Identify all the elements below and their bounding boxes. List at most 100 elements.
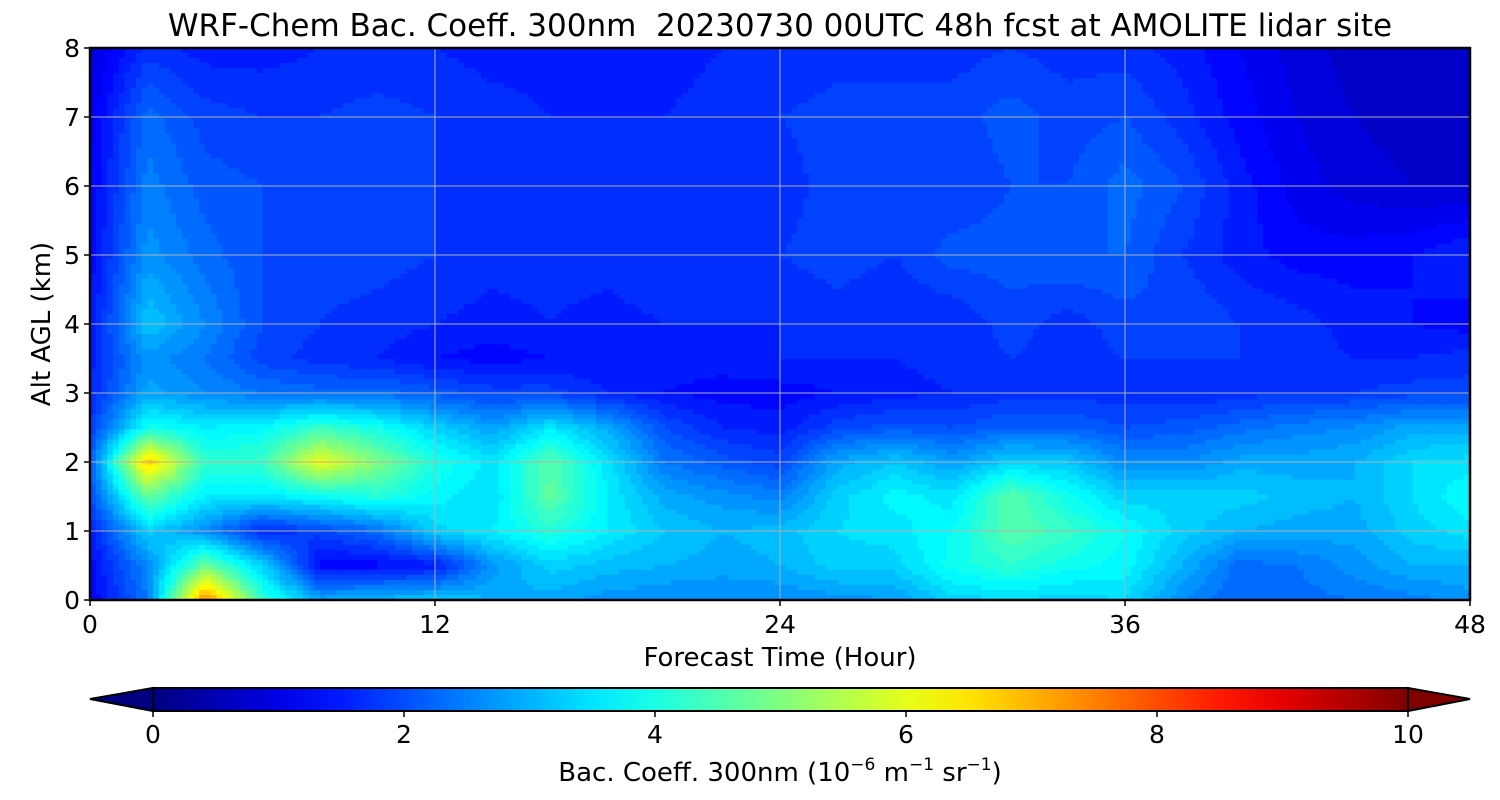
contour-cell <box>659 113 665 119</box>
contour-cell <box>579 138 585 144</box>
contour-cell <box>96 78 102 84</box>
contour-cell <box>562 88 568 94</box>
contour-cell <box>320 103 326 109</box>
contour-cell <box>596 123 602 129</box>
contour-cell <box>412 58 418 64</box>
contour-cell <box>602 128 608 134</box>
contour-cell <box>297 133 303 139</box>
contour-cell <box>832 68 838 74</box>
contour-cell <box>648 143 654 149</box>
contour-cell <box>918 103 924 109</box>
contour-cell <box>360 118 366 124</box>
contour-cell <box>1418 118 1424 124</box>
contour-cell <box>1401 123 1407 129</box>
contour-cell <box>884 93 890 99</box>
contour-cell <box>723 103 729 109</box>
contour-cell <box>113 103 119 109</box>
contour-cell <box>1338 73 1344 79</box>
contour-cell <box>625 138 631 144</box>
contour-cell <box>395 108 401 114</box>
contour-cell <box>826 63 832 69</box>
contour-cell <box>746 68 752 74</box>
contour-cell <box>401 93 407 99</box>
contour-cell <box>786 73 792 79</box>
contour-cell <box>1148 103 1154 109</box>
contour-cell <box>1246 98 1252 104</box>
contour-cell <box>786 108 792 114</box>
contour-cell <box>176 108 182 114</box>
contour-cell <box>1315 78 1321 84</box>
contour-cell <box>849 133 855 139</box>
contour-cell <box>1177 118 1183 124</box>
contour-cell <box>148 98 154 104</box>
contour-cell <box>291 128 297 134</box>
contour-cell <box>1367 133 1373 139</box>
contour-cell <box>970 88 976 94</box>
contour-cell <box>1154 68 1160 74</box>
contour-cell <box>113 133 119 139</box>
contour-cell <box>510 123 516 129</box>
contour-cell <box>1027 108 1033 114</box>
contour-cell <box>360 133 366 139</box>
contour-cell <box>654 148 660 154</box>
contour-cell <box>1188 83 1194 89</box>
contour-cell <box>1056 98 1062 104</box>
contour-cell <box>1372 68 1378 74</box>
contour-cell <box>866 68 872 74</box>
contour-cell <box>809 63 815 69</box>
contour-cell <box>1436 98 1442 104</box>
contour-cell <box>263 88 269 94</box>
contour-cell <box>757 88 763 94</box>
contour-cell <box>987 128 993 134</box>
contour-cell <box>1211 53 1217 59</box>
contour-cell <box>585 118 591 124</box>
contour-cell <box>757 68 763 74</box>
contour-cell <box>1390 133 1396 139</box>
contour-cell <box>866 73 872 79</box>
contour-cell <box>1280 68 1286 74</box>
contour-cell <box>734 83 740 89</box>
contour-cell <box>383 118 389 124</box>
contour-cell <box>642 68 648 74</box>
contour-cell <box>1056 113 1062 119</box>
contour-cell <box>96 103 102 109</box>
contour-cell <box>700 88 706 94</box>
contour-cell <box>682 148 688 154</box>
contour-cell <box>1275 98 1281 104</box>
contour-cell <box>234 58 240 64</box>
contour-cell <box>987 88 993 94</box>
contour-cell <box>677 118 683 124</box>
contour-cell <box>343 123 349 129</box>
contour-cell <box>320 83 326 89</box>
contour-cell <box>602 148 608 154</box>
contour-cell <box>1280 123 1286 129</box>
contour-cell <box>1315 138 1321 144</box>
contour-cell <box>1154 78 1160 84</box>
contour-cell <box>1045 93 1051 99</box>
contour-cell <box>470 63 476 69</box>
contour-cell <box>268 88 274 94</box>
contour-cell <box>349 53 355 59</box>
contour-cell <box>1257 83 1263 89</box>
contour-cell <box>1194 133 1200 139</box>
contour-cell <box>1246 68 1252 74</box>
contour-cell <box>1367 113 1373 119</box>
contour-cell <box>378 128 384 134</box>
contour-cell <box>619 118 625 124</box>
contour-cell <box>625 123 631 129</box>
contour-cell <box>521 73 527 79</box>
contour-cell <box>958 78 964 84</box>
contour-cell <box>1275 58 1281 64</box>
contour-cell <box>1286 143 1292 149</box>
contour-cell <box>1344 98 1350 104</box>
contour-cell <box>780 88 786 94</box>
contour-cell <box>1068 108 1074 114</box>
contour-cell <box>1344 78 1350 84</box>
contour-cell <box>343 83 349 89</box>
contour-cell <box>435 143 441 149</box>
contour-cell <box>820 148 826 154</box>
contour-cell <box>711 68 717 74</box>
contour-cell <box>585 108 591 114</box>
contour-cell <box>1004 68 1010 74</box>
contour-cell <box>608 128 614 134</box>
